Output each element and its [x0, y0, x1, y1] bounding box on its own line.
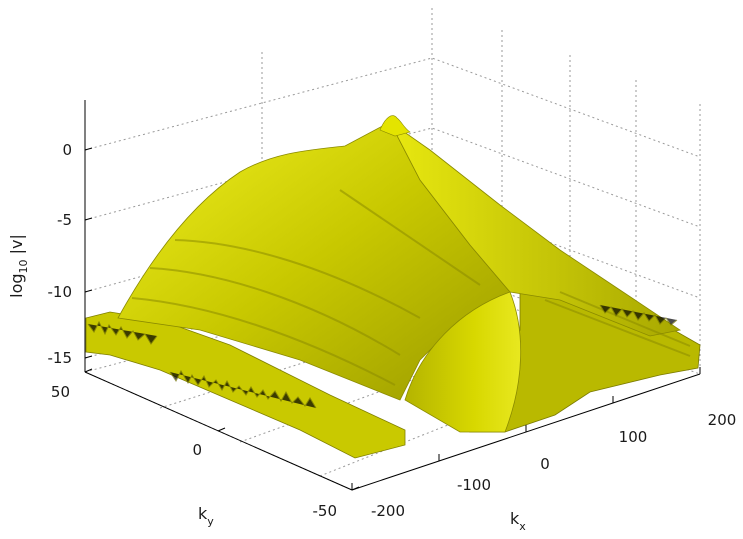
shading-stripe: [149, 267, 401, 356]
z-tick: [84, 355, 93, 359]
ky-tick-label: 0: [192, 441, 202, 459]
z-tick: [84, 217, 93, 221]
surface: [85, 115, 701, 459]
kx-tick-label: 100: [619, 428, 648, 446]
grid-line: [84, 57, 701, 158]
kx-axis-label-sub: x: [519, 520, 526, 533]
kx-axis-label-main: k: [510, 509, 520, 528]
ky-axis-label-sub: y: [207, 515, 214, 528]
kx-tick-label: -100: [457, 476, 491, 494]
surface-peak: [379, 115, 411, 137]
ky-axis: 50 0 -50 ky: [51, 368, 360, 528]
shading-stripe: [131, 297, 396, 386]
z-axis-label-main: log: [7, 273, 26, 297]
shading-stripe: [544, 299, 691, 357]
z-axis: 0 -5 -10 -15 log10 |v|: [7, 100, 93, 372]
z-tick-label: 0: [62, 141, 72, 159]
kx-tick-label: 200: [708, 411, 737, 429]
ky-tick: [84, 368, 93, 373]
z-tick-label: -5: [57, 211, 72, 229]
z-tick-label: -10: [48, 283, 73, 301]
z-axis-label-suffix: |v|: [7, 234, 26, 259]
noise-edge: [169, 369, 317, 409]
kx-axis-label: kx: [510, 509, 526, 533]
surface-noise: [87, 304, 678, 409]
ky-axis-label-main: k: [198, 504, 208, 523]
surface-dome: [404, 291, 522, 433]
ky-axis-label: ky: [198, 504, 214, 528]
kx-tick-label: 0: [540, 455, 550, 473]
surface-shading: [131, 189, 691, 386]
ky-tick-label: 50: [51, 383, 70, 401]
kx-tick-label: -200: [371, 502, 405, 520]
ky-tick-label: -50: [313, 502, 338, 520]
shading-stripe: [559, 291, 691, 347]
noise-edge: [87, 320, 158, 345]
z-axis-label: log10 |v|: [7, 234, 30, 298]
shading-stripe: [174, 239, 421, 319]
surface-ridge-right: [389, 121, 682, 337]
z-tick-label: -15: [48, 349, 73, 367]
noise-edge: [599, 304, 678, 326]
ky-tick: [217, 427, 226, 432]
shading-stripe: [339, 189, 481, 286]
kx-axis: -200 -100 0 100 200 kx: [351, 367, 737, 533]
z-tick: [84, 147, 93, 151]
z-tick: [84, 289, 93, 293]
z-axis-label-sub: 10: [17, 259, 30, 273]
